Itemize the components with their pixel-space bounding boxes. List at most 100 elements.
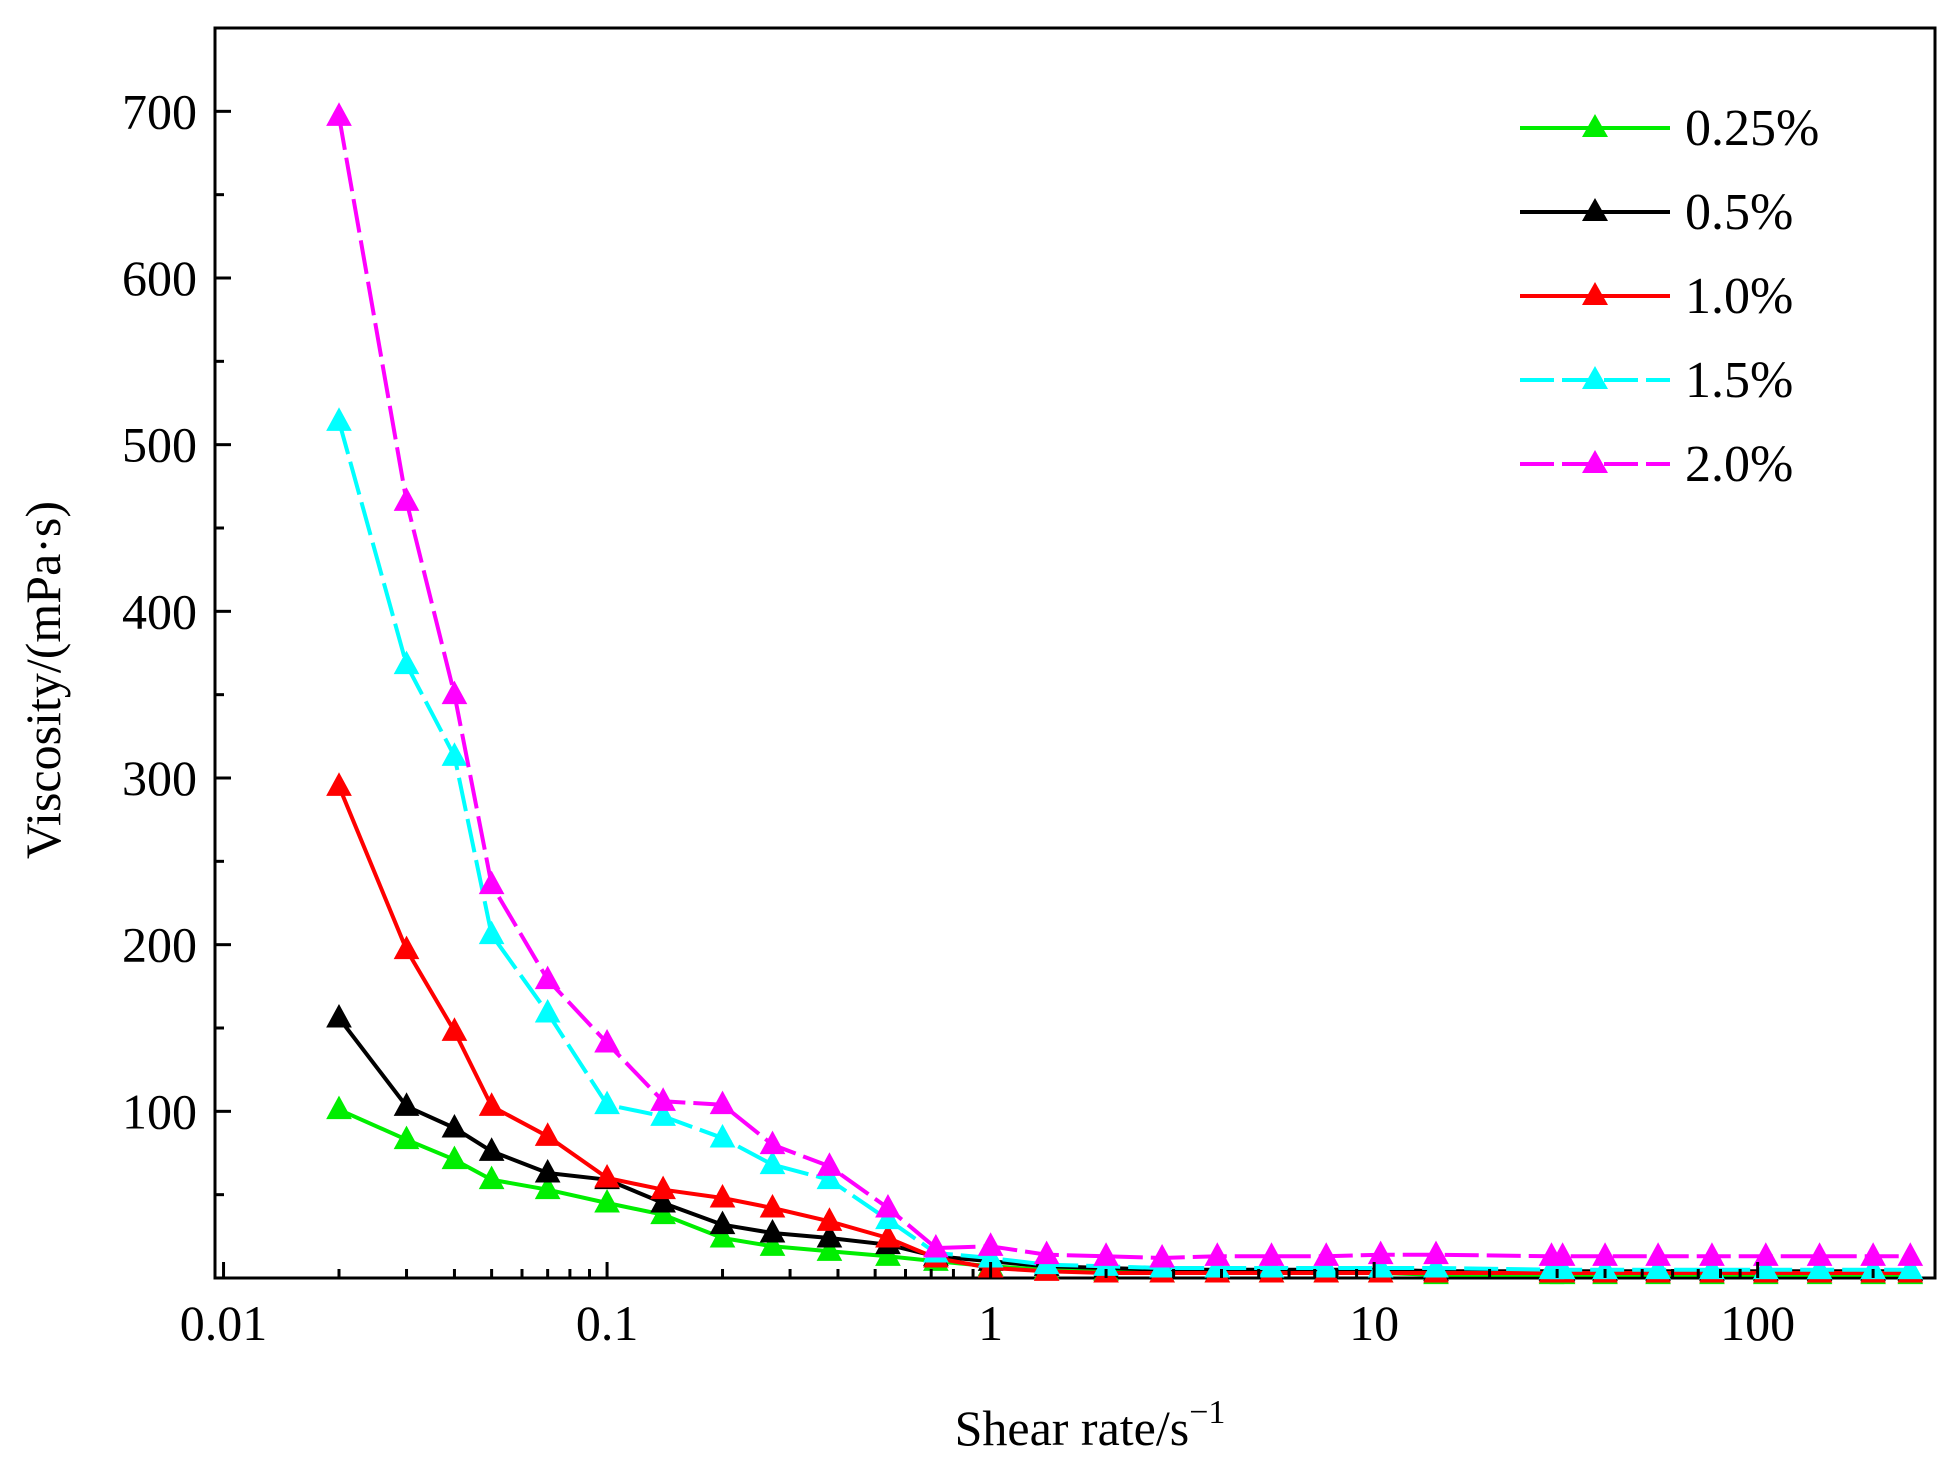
series-1-5pct-marker <box>1806 1255 1833 1280</box>
series-1-5pct-marker <box>1592 1255 1618 1280</box>
series-0-25pct-marker <box>441 1145 468 1170</box>
series-1-5pct-marker <box>1699 1255 1725 1280</box>
series-2-0pct-marker <box>1204 1242 1231 1266</box>
series-1-0pct-marker <box>709 1183 736 1208</box>
x-axis-label: Shear rate/s−1 <box>955 1394 1226 1456</box>
series-1-5pct-marker <box>759 1150 786 1175</box>
series-1-0pct-line <box>337 785 1911 1275</box>
series-0-5pct-marker <box>478 1137 505 1161</box>
series-0-5pct-marker <box>393 1092 420 1116</box>
series-2-0pct-marker <box>1592 1242 1618 1266</box>
legend-item-1-5pct-marker <box>1582 366 1608 389</box>
series-2-0pct-marker <box>1897 1242 1924 1266</box>
series-2-0pct-marker <box>1699 1242 1725 1266</box>
series-0-25pct-marker <box>478 1165 505 1190</box>
series-1-0pct-marker <box>534 1122 561 1146</box>
series-2-0pct-marker <box>326 102 352 126</box>
series-2-0pct-marker <box>1645 1242 1671 1266</box>
series-2-0pct-marker <box>875 1193 901 1218</box>
series-2-0pct-marker <box>1367 1240 1394 1265</box>
y-axis-label: Viscosity/(mPa·s) <box>15 501 71 859</box>
series-0-5pct-marker <box>816 1223 843 1248</box>
series-2-0pct-marker <box>534 965 561 990</box>
x-tick-label: 0.1 <box>576 1295 639 1351</box>
series-2-0pct-marker <box>441 680 468 705</box>
legend-item-1-0pct-marker <box>1582 282 1608 305</box>
series-group <box>326 102 1924 1285</box>
series-2-0pct-marker <box>1149 1243 1175 1268</box>
legend-item-0-5pct-label: 0.5% <box>1685 184 1793 241</box>
series-1-5pct-marker <box>650 1102 676 1126</box>
series-2-0pct-marker <box>1806 1242 1833 1266</box>
x-tick-label: 0.01 <box>180 1295 268 1351</box>
series-0-25pct-line <box>338 1107 1911 1277</box>
series-1-0pct-marker <box>816 1207 843 1231</box>
series-0-25pct-marker <box>650 1200 676 1225</box>
series-2-0pct-marker <box>393 487 420 511</box>
series-1-5pct-marker <box>816 1165 843 1190</box>
series-0-25pct-marker <box>393 1125 420 1150</box>
series-0-25pct-marker <box>875 1242 901 1266</box>
series-0-5pct-marker <box>441 1113 468 1138</box>
axes-group: 0.01 0.1 1 10 100 100 200 300 400 500 600 700 <box>122 83 1875 1351</box>
series-1-5pct-marker <box>478 920 505 945</box>
series-2-0pct-marker <box>478 870 505 895</box>
series-0-5pct-marker <box>326 1003 352 1028</box>
series-2-0pct-marker <box>1752 1242 1779 1266</box>
series-0-25pct-marker <box>594 1188 620 1213</box>
series-1-5pct-marker <box>326 407 352 431</box>
plot-frame <box>213 26 1937 1280</box>
legend-item-1-0pct-label: 1.0% <box>1685 268 1793 325</box>
legend-item-0-5pct-marker <box>1582 198 1608 221</box>
y-tick-label: 200 <box>122 917 197 973</box>
series-2-0pct-marker <box>1033 1240 1060 1265</box>
series-1-0pct-marker <box>478 1092 505 1116</box>
series-2-0pct-marker <box>1423 1240 1449 1265</box>
series-2-0pct-marker <box>977 1232 1004 1256</box>
series-1-0pct-marker <box>594 1163 620 1188</box>
series-1-5pct-marker <box>1313 1253 1340 1278</box>
series-2-0pct-marker <box>1549 1242 1576 1266</box>
series-0-5pct-marker <box>534 1158 561 1183</box>
series-1-5pct-marker <box>1860 1255 1886 1280</box>
series-2-0pct-marker <box>650 1087 676 1111</box>
y-tick-label: 400 <box>122 583 197 639</box>
series-2-0pct-marker <box>1093 1242 1119 1266</box>
legend-item-1-5pct-label: 1.5% <box>1685 352 1793 409</box>
series-1-5pct-marker <box>534 998 561 1023</box>
legend: 0.25% 0.5% 1.0% 1.5% 2.0% <box>1520 100 1819 493</box>
legend-item-0-25pct-marker <box>1582 114 1608 137</box>
series-1-5pct-marker <box>393 650 420 675</box>
series-2-0pct-marker <box>1258 1242 1285 1266</box>
series-2-0pct-marker <box>709 1090 736 1115</box>
series-0-5pct-marker <box>759 1218 786 1243</box>
series-1-0pct-marker <box>759 1193 786 1218</box>
series-1-0pct-marker <box>650 1175 676 1200</box>
y-tick-label: 600 <box>122 250 197 306</box>
x-tick-label: 100 <box>1720 1295 1795 1351</box>
series-0-25pct-marker <box>326 1095 352 1120</box>
series-1-5pct-marker <box>441 742 468 766</box>
series-1-5pct-marker <box>1752 1255 1779 1280</box>
legend-item-2-0pct-label: 2.0% <box>1685 436 1793 493</box>
series-2-0pct-line <box>337 115 1911 1260</box>
series-0-5pct-marker <box>709 1210 736 1235</box>
y-tick-label: 300 <box>122 750 197 806</box>
legend-item-2-0pct-marker <box>1582 450 1608 473</box>
series-2-0pct-marker <box>923 1233 949 1258</box>
series-1-5pct-marker <box>594 1090 620 1115</box>
y-tick-label: 700 <box>122 83 197 139</box>
series-1-0pct-marker <box>875 1223 901 1248</box>
y-tick-label: 500 <box>122 417 197 473</box>
series-2-0pct-marker <box>594 1028 620 1053</box>
series-1-5pct-line <box>337 420 1911 1272</box>
x-tick-label: 1 <box>978 1295 1003 1351</box>
series-2-0pct-marker <box>759 1130 786 1155</box>
series-0-5pct-marker <box>650 1188 676 1213</box>
series-2-0pct-marker <box>816 1152 843 1176</box>
legend-item-0-25pct-label: 0.25% <box>1685 100 1819 157</box>
series-0-25pct-marker <box>709 1223 736 1248</box>
plot-frame-group <box>213 26 1937 1280</box>
